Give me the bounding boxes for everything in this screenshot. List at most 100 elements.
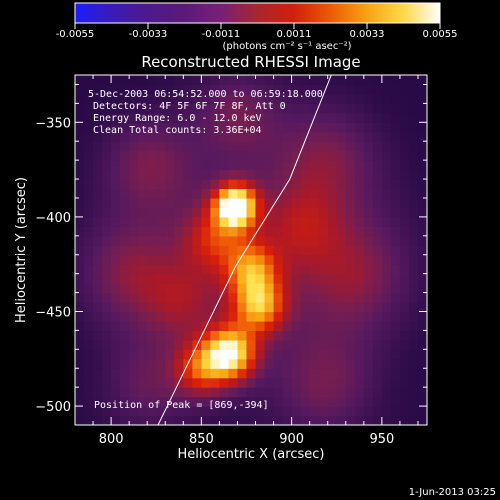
heatmap-cell <box>390 131 401 142</box>
heatmap-cell <box>390 160 401 171</box>
heatmap-cell <box>273 349 284 360</box>
heatmap-cell <box>345 197 356 209</box>
heatmap-cell <box>282 93 293 104</box>
heatmap-cell <box>381 330 392 341</box>
heatmap-cell <box>237 311 248 322</box>
heatmap-cell <box>174 122 184 133</box>
heatmap-cell <box>75 207 85 218</box>
heatmap-cell <box>120 330 130 341</box>
heatmap-cell <box>264 245 275 256</box>
heatmap-cell <box>192 93 202 104</box>
heatmap-cell <box>237 358 248 369</box>
heatmap-cell <box>84 415 94 425</box>
heatmap-cell <box>111 207 121 218</box>
heatmap-cell <box>336 358 347 369</box>
heatmap-cell <box>102 122 112 133</box>
heatmap-cell <box>282 122 293 133</box>
heatmap-cell <box>210 84 221 95</box>
heatmap-cell <box>390 150 401 161</box>
heatmap-cell <box>381 339 392 350</box>
heatmap-cell <box>372 349 383 360</box>
heatmap-cell <box>399 349 410 360</box>
heatmap-cell <box>75 169 85 180</box>
heatmap-cell <box>363 273 374 284</box>
heatmap-cell <box>354 264 365 275</box>
heatmap-cell <box>417 84 427 95</box>
colorbar-tick-label: -0.0033 <box>129 29 168 40</box>
heatmap-cell <box>138 122 148 133</box>
heatmap-cell <box>102 141 112 152</box>
heatmap-cell <box>120 368 130 379</box>
heatmap-cell <box>345 349 356 360</box>
heatmap-cell <box>237 415 248 425</box>
info-time-range: 5-Dec-2003 06:54:52.000 to 06:59:18.000 <box>88 89 323 100</box>
heatmap-cell <box>165 415 175 425</box>
heatmap-cell <box>246 160 257 171</box>
heatmap-cell <box>237 396 248 407</box>
heatmap-cell <box>255 169 266 180</box>
heatmap-cell <box>318 264 329 275</box>
heatmap-cell <box>138 131 148 142</box>
heatmap-cell <box>408 264 419 275</box>
heatmap-cell <box>327 311 338 322</box>
heatmap-cell <box>291 103 302 114</box>
heatmap-cell <box>228 273 239 284</box>
heatmap-cell <box>354 368 365 379</box>
heatmap-cell <box>201 141 211 152</box>
heatmap-cell <box>291 150 302 161</box>
heatmap-cell <box>210 160 221 171</box>
heatmap-cell <box>192 273 202 284</box>
heatmap-cell <box>210 339 221 350</box>
heatmap-cell <box>120 226 130 237</box>
heatmap-cell <box>273 179 284 190</box>
heatmap-cell <box>147 122 157 133</box>
heatmap-cell <box>111 377 121 388</box>
heatmap-cell <box>201 207 211 218</box>
heatmap-cell <box>129 387 139 398</box>
heatmap-cell <box>165 122 175 133</box>
heatmap-cell <box>363 396 374 407</box>
heatmap-cell <box>336 188 347 199</box>
heatmap-cell <box>102 377 112 388</box>
heatmap-cell <box>327 406 338 417</box>
heatmap-cell <box>147 216 157 227</box>
heatmap-cell <box>300 207 311 218</box>
heatmap-cell <box>300 245 311 256</box>
heatmap-cell <box>336 349 347 360</box>
heatmap-cell <box>111 358 121 369</box>
heatmap-cell <box>354 141 365 152</box>
heatmap-cell <box>381 216 392 227</box>
heatmap-cell <box>399 254 410 265</box>
heatmap-cell <box>237 179 248 190</box>
heatmap-cell <box>228 216 239 227</box>
heatmap-cell <box>327 245 338 256</box>
heatmap-cell <box>129 141 139 152</box>
heatmap-cell <box>102 396 112 407</box>
heatmap-cell <box>147 75 157 86</box>
heatmap-cell <box>84 245 94 256</box>
heatmap-cell <box>408 197 419 209</box>
heatmap-cell <box>120 264 130 275</box>
heatmap-cell <box>192 264 202 275</box>
heatmap-cell <box>219 330 230 341</box>
heatmap-cell <box>165 273 175 284</box>
heatmap-cell <box>111 292 121 303</box>
heatmap-cell <box>291 131 302 142</box>
heatmap-cell <box>219 311 230 322</box>
heatmap-cell <box>102 320 112 332</box>
heatmap-cell <box>183 245 193 256</box>
heatmap-cell <box>138 358 148 369</box>
heatmap-cell <box>183 103 193 114</box>
heatmap-cell <box>147 339 157 350</box>
heatmap-cell <box>354 311 365 322</box>
heatmap-cell <box>183 131 193 142</box>
heatmap-cell <box>111 396 121 407</box>
heatmap-cell <box>390 245 401 256</box>
heatmap-cell <box>102 207 112 218</box>
heatmap-cell <box>93 93 103 104</box>
heatmap-cell <box>138 169 148 180</box>
heatmap-cell <box>399 339 410 350</box>
heatmap-cell <box>237 235 248 246</box>
heatmap-cell <box>192 254 202 265</box>
heatmap-cell <box>219 368 230 379</box>
